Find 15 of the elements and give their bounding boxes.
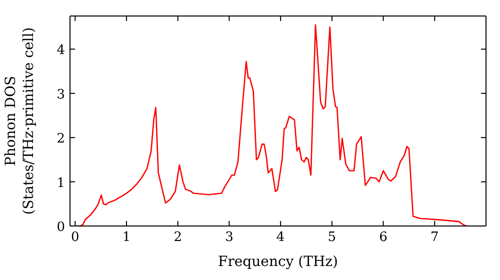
x-tick-label: 3 — [225, 230, 234, 245]
y-tick-label: 2 — [56, 132, 65, 147]
x-tick-label: 4 — [276, 230, 285, 245]
y-tick-label: 0 — [56, 220, 65, 235]
y-axis-title: Phonon DOS (States/THz·primitive cell) — [3, 27, 37, 215]
x-tick-label: 2 — [174, 230, 182, 245]
x-tick-label: 1 — [122, 230, 131, 245]
y-tick-label: 1 — [56, 176, 65, 191]
y-tick-label: 4 — [56, 43, 65, 58]
x-tick-label: 5 — [328, 230, 336, 245]
x-axis-title: Frequency (THz) — [218, 254, 338, 270]
x-tick-label: 6 — [379, 230, 388, 245]
y-tick-label: 3 — [56, 87, 65, 102]
x-tick-label: 0 — [70, 230, 80, 245]
x-tick-label: 7 — [430, 230, 439, 245]
